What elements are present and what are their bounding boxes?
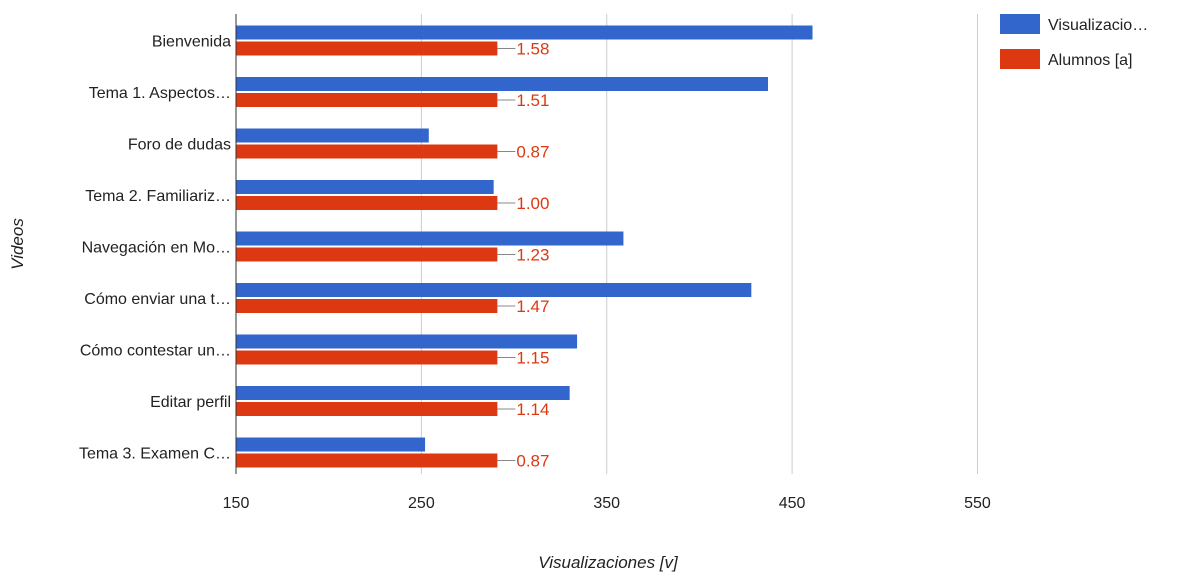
data-label: 1.00 [516,194,549,213]
data-label: 1.51 [516,91,549,110]
x-tick-label: 150 [223,495,250,512]
bar-alumnos [236,453,498,468]
bar-alumnos [236,93,498,107]
bar-visualizaciones [236,180,494,194]
x-tick-label: 550 [964,495,991,512]
legend-swatch [1000,49,1040,69]
category-label: Foro de dudas [128,137,231,154]
bar-alumnos [236,402,498,416]
category-label: Tema 3. Examen C… [79,446,231,463]
bar-visualizaciones [236,25,813,40]
bar-visualizaciones [236,386,570,400]
category-label: Tema 2. Familiariz… [85,188,231,205]
data-label: 0.87 [516,452,549,471]
legend-swatch [1000,14,1040,34]
bar-alumnos [236,144,498,159]
data-label: 1.58 [516,40,549,59]
bar-visualizaciones [236,334,578,349]
x-tick-label: 250 [408,495,435,512]
bar-alumnos [236,196,498,210]
x-axis-title: Visualizaciones [v] [538,553,679,572]
bar-visualizaciones [236,231,624,246]
y-axis-title: Videos [8,218,27,270]
data-label: 0.87 [516,143,549,162]
category-label: Cómo contestar un… [80,343,231,360]
category-labels: Bienvenida Tema 1. Aspectos… Foro de dudas… [79,34,231,463]
legend: Visualizacio… Alumnos [a] [1000,14,1148,69]
legend-label: Alumnos [a] [1048,52,1132,69]
data-label: 1.15 [516,349,549,368]
category-label: Editar perfil [150,394,231,411]
data-labels: 1.58 1.51 0.87 1.00 1.23 1.47 1.15 1.14 0.87 [497,40,549,471]
x-tick-label: 450 [779,495,806,512]
bar-visualizaciones [236,77,769,91]
x-tick-label: 350 [593,495,620,512]
data-label: 1.23 [516,246,549,265]
bar-visualizaciones [236,437,426,452]
bar-alumnos [236,247,498,262]
bar-alumnos [236,350,498,365]
bar-visualizaciones [236,283,752,297]
category-label: Bienvenida [152,34,231,51]
legend-label: Visualizacio… [1048,17,1148,34]
bars [236,25,813,468]
category-label: Tema 1. Aspectos… [89,85,231,102]
bar-alumnos [236,41,498,56]
category-label: Cómo enviar una t… [84,291,231,308]
bar-alumnos [236,299,498,313]
data-label: 1.47 [516,297,549,316]
bar-visualizaciones [236,128,429,143]
data-label: 1.14 [516,400,549,419]
x-tick-labels: 150 250 350 450 550 [223,495,991,512]
category-label: Navegación en Mo… [82,240,231,257]
